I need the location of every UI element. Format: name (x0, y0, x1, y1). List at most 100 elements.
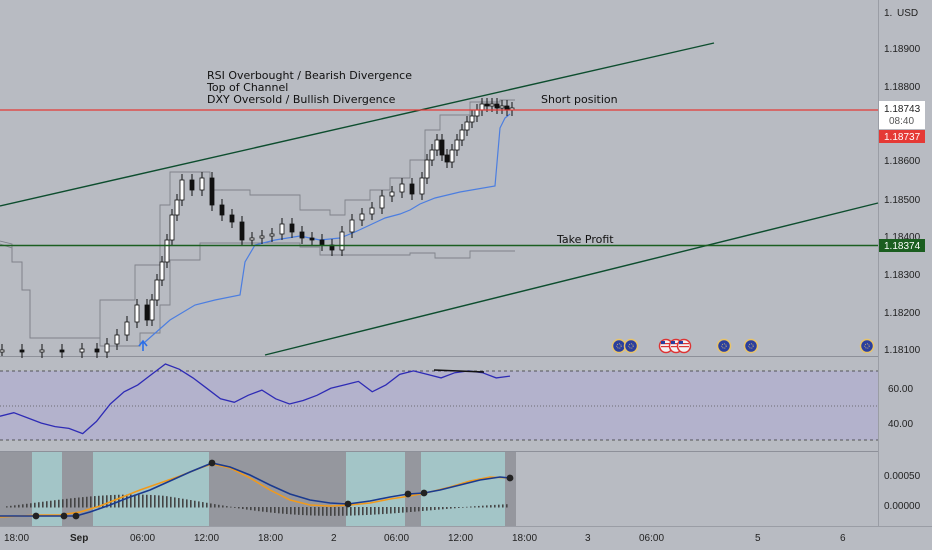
candle[interactable] (144, 299, 150, 326)
candle[interactable] (464, 116, 470, 136)
rsi-line[interactable] (0, 363, 511, 435)
us-event-icon[interactable] (658, 338, 674, 354)
candle[interactable] (379, 190, 385, 214)
take-profit-value: 1.18374 (884, 241, 921, 252)
candle[interactable] (0, 344, 5, 356)
candle[interactable] (499, 100, 505, 114)
candle[interactable] (94, 343, 100, 358)
current-price-value: 1.18743 (884, 104, 921, 115)
candle[interactable] (259, 230, 265, 244)
candle[interactable] (459, 124, 465, 146)
candle[interactable] (279, 218, 285, 240)
candle[interactable] (339, 226, 345, 256)
histogram-bar (90, 496, 92, 508)
channel-lower-line[interactable] (264, 202, 879, 356)
candle[interactable] (494, 98, 500, 114)
candle[interactable] (219, 199, 225, 221)
candle[interactable] (419, 172, 425, 200)
candle[interactable] (269, 228, 275, 242)
candle[interactable] (104, 338, 110, 358)
candle[interactable] (289, 218, 295, 238)
candle[interactable] (469, 110, 475, 128)
histogram-bar (302, 507, 304, 516)
cross-marker (72, 512, 80, 520)
histogram-bar (434, 507, 436, 510)
candle[interactable] (149, 294, 155, 326)
take-profit-tag[interactable] (879, 239, 925, 252)
histogram-bar (274, 507, 276, 513)
candle[interactable] (399, 178, 405, 198)
macd-regime-block (421, 452, 505, 526)
candle[interactable] (199, 172, 205, 196)
histogram-bar (122, 494, 124, 508)
histogram-bar (102, 495, 104, 508)
histogram-bar (166, 496, 168, 508)
candle[interactable] (114, 329, 120, 350)
histogram-bar (362, 507, 364, 516)
candle[interactable] (19, 344, 25, 358)
candle[interactable] (434, 134, 440, 156)
eu-event-icon[interactable] (623, 338, 639, 354)
economic-events[interactable] (611, 338, 875, 354)
histogram-bar (34, 502, 36, 508)
candle[interactable] (169, 209, 175, 246)
candle[interactable] (124, 316, 130, 341)
current-price-tag[interactable] (879, 101, 925, 129)
candle[interactable] (174, 194, 180, 221)
candle[interactable] (309, 232, 315, 246)
histogram-bar (306, 507, 308, 516)
histogram-bar (310, 507, 312, 516)
price-axis[interactable]: USD 1. 1.18900 1.18800 1.18600 1.18500 1… (879, 8, 925, 356)
candlestick-series[interactable] (0, 98, 515, 358)
histogram-bar (142, 494, 144, 508)
candle[interactable] (359, 208, 365, 226)
candle[interactable] (179, 174, 185, 206)
histogram-bar (218, 504, 220, 508)
candle[interactable] (369, 202, 375, 220)
candle[interactable] (159, 256, 165, 286)
candle[interactable] (164, 234, 170, 268)
candle[interactable] (409, 178, 415, 200)
histogram-bar (506, 504, 508, 508)
histogram-bar (50, 500, 52, 508)
candle[interactable] (389, 186, 395, 202)
candle[interactable] (439, 134, 445, 161)
candle[interactable] (454, 134, 460, 156)
histogram-bar (58, 499, 60, 508)
candle[interactable] (239, 216, 245, 246)
candle[interactable] (249, 232, 255, 246)
eu-event-icon[interactable] (743, 338, 759, 354)
histogram-bar (410, 507, 412, 513)
histogram-bar (138, 494, 140, 508)
us-event-icon[interactable] (676, 338, 692, 354)
histogram-bar (446, 507, 448, 509)
histogram-bar (258, 507, 260, 512)
candle[interactable] (189, 174, 195, 196)
short-level-tag[interactable] (879, 130, 925, 143)
candle[interactable] (229, 209, 235, 228)
candle[interactable] (424, 154, 430, 184)
eu-event-icon[interactable] (859, 338, 875, 354)
candle[interactable] (39, 344, 45, 358)
eu-event-icon[interactable] (716, 338, 732, 354)
eu-event-icon[interactable] (611, 338, 627, 354)
candle[interactable] (59, 344, 65, 358)
candle[interactable] (79, 343, 85, 358)
candle[interactable] (444, 149, 450, 168)
candle[interactable] (154, 274, 160, 306)
histogram-bar (190, 500, 192, 508)
histogram-bar (18, 504, 20, 508)
macd-line[interactable] (0, 462, 511, 517)
histogram-bar (442, 507, 444, 510)
cross-marker (404, 490, 412, 498)
candle[interactable] (299, 226, 305, 244)
candle[interactable] (209, 172, 215, 211)
candle[interactable] (429, 144, 435, 166)
candle[interactable] (449, 144, 455, 168)
candle[interactable] (134, 299, 140, 328)
candle[interactable] (349, 214, 355, 238)
time-axis[interactable]: 18:00 Sep 06:00 12:00 18:00 2 06:00 12:0… (4, 533, 846, 544)
histogram-bar (402, 507, 404, 513)
channel-upper-line[interactable] (0, 42, 715, 207)
